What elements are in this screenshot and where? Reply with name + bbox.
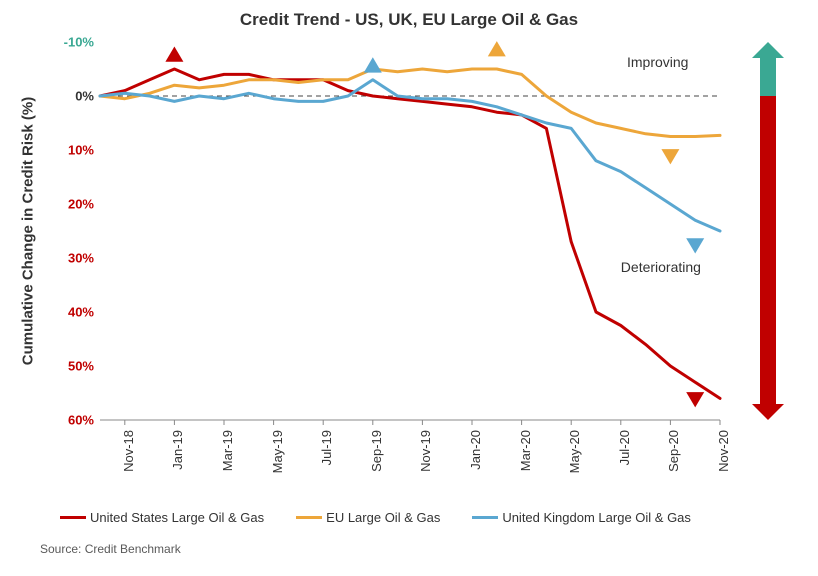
chart-title: Credit Trend - US, UK, EU Large Oil & Ga… xyxy=(0,10,818,30)
legend-label: United Kingdom Large Oil & Gas xyxy=(502,510,691,525)
x-tick-label: Jan-20 xyxy=(468,430,483,470)
legend-item: United States Large Oil & Gas xyxy=(60,510,264,525)
chart-root: Credit Trend - US, UK, EU Large Oil & Ga… xyxy=(0,0,818,576)
x-tick-label: Sep-19 xyxy=(369,430,384,472)
x-tick-label: May-20 xyxy=(567,430,582,473)
x-tick-label: Jan-19 xyxy=(170,430,185,470)
x-tick-label: Jul-20 xyxy=(617,430,632,465)
y-tick-label: 40% xyxy=(68,305,100,320)
y-tick-label: 10% xyxy=(68,143,100,158)
y-tick-label: 0% xyxy=(75,89,100,104)
legend-swatch xyxy=(60,516,86,519)
y-tick-label: 20% xyxy=(68,197,100,212)
x-tick-label: Nov-18 xyxy=(121,430,136,472)
legend-item: United Kingdom Large Oil & Gas xyxy=(472,510,691,525)
y-tick-label: 50% xyxy=(68,359,100,374)
x-tick-label: Nov-20 xyxy=(716,430,731,472)
x-tick-label: Mar-20 xyxy=(518,430,533,471)
y-tick-label: -10% xyxy=(64,35,100,50)
plot-area: -10%0%10%20%30%40%50%60%Nov-18Jan-19Mar-… xyxy=(100,42,720,420)
x-tick-label: May-19 xyxy=(270,430,285,473)
x-tick-label: Nov-19 xyxy=(418,430,433,472)
legend-swatch xyxy=(472,516,498,519)
legend: United States Large Oil & Gas EU Large Oi… xyxy=(60,510,691,525)
y-tick-label: 60% xyxy=(68,413,100,428)
legend-label: United States Large Oil & Gas xyxy=(90,510,264,525)
source-text: Source: Credit Benchmark xyxy=(40,542,181,556)
trend-direction-arrow xyxy=(758,0,798,576)
y-tick-label: 30% xyxy=(68,251,100,266)
y-axis-label: Cumulative Change in Credit Risk (%) xyxy=(20,97,37,365)
deteriorating-label: Deteriorating xyxy=(621,259,701,275)
x-tick-label: Jul-19 xyxy=(319,430,334,465)
x-tick-label: Sep-20 xyxy=(666,430,681,472)
x-tick-label: Mar-19 xyxy=(220,430,235,471)
legend-item: EU Large Oil & Gas xyxy=(296,510,440,525)
plot-svg xyxy=(100,42,720,420)
improving-label: Improving xyxy=(627,54,688,70)
legend-label: EU Large Oil & Gas xyxy=(326,510,440,525)
legend-swatch xyxy=(296,516,322,519)
